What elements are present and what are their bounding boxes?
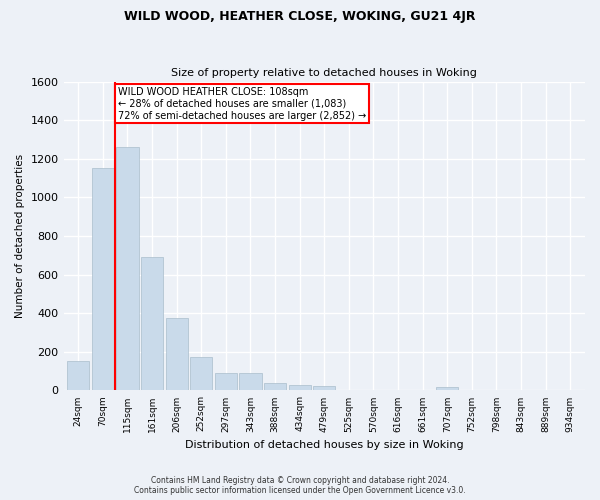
- Bar: [289, 384, 311, 390]
- Bar: [92, 168, 114, 390]
- Bar: [67, 362, 89, 390]
- Bar: [116, 147, 139, 390]
- Bar: [141, 257, 163, 390]
- Text: Contains HM Land Registry data © Crown copyright and database right 2024.
Contai: Contains HM Land Registry data © Crown c…: [134, 476, 466, 495]
- Text: WILD WOOD, HEATHER CLOSE, WOKING, GU21 4JR: WILD WOOD, HEATHER CLOSE, WOKING, GU21 4…: [124, 10, 476, 23]
- Bar: [190, 356, 212, 390]
- Title: Size of property relative to detached houses in Woking: Size of property relative to detached ho…: [172, 68, 477, 78]
- Bar: [215, 373, 237, 390]
- X-axis label: Distribution of detached houses by size in Woking: Distribution of detached houses by size …: [185, 440, 464, 450]
- Text: WILD WOOD HEATHER CLOSE: 108sqm
← 28% of detached houses are smaller (1,083)
72%: WILD WOOD HEATHER CLOSE: 108sqm ← 28% of…: [118, 88, 366, 120]
- Bar: [239, 373, 262, 390]
- Bar: [313, 386, 335, 390]
- Bar: [166, 318, 188, 390]
- Y-axis label: Number of detached properties: Number of detached properties: [15, 154, 25, 318]
- Bar: [436, 386, 458, 390]
- Bar: [264, 382, 286, 390]
